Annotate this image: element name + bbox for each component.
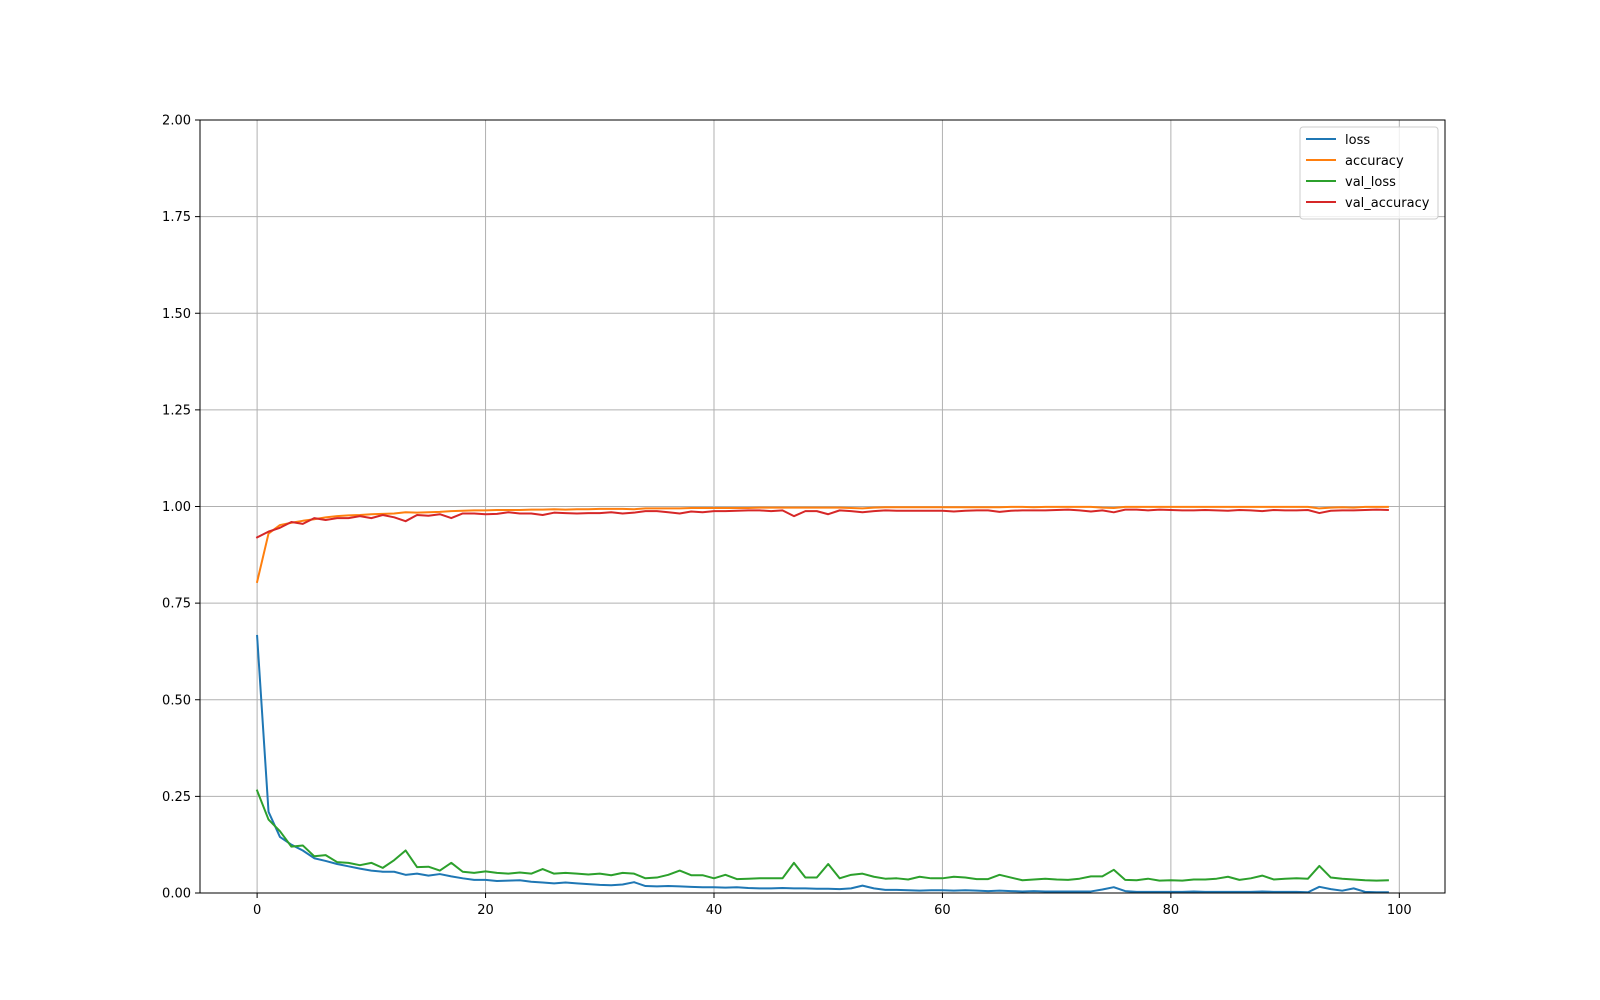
y-tick-label: 2.00 [162,114,191,129]
series-line-accuracy [255,505,1389,584]
y-tick-label: 0.00 [162,887,191,902]
y-tick-label: 1.25 [162,403,191,418]
y-tick-label: 0.75 [162,597,191,612]
x-axis: 0 20 40 60 80 100 [253,893,1412,918]
legend-label: val_loss [1345,175,1396,190]
x-tick-label: 0 [253,903,261,918]
x-tick-label: 100 [1387,903,1412,918]
series-line-val-loss [255,789,1389,882]
legend-box [1299,126,1439,220]
x-tick-label: 40 [706,903,723,918]
y-tick-label: 0.25 [162,790,191,805]
legend-entry-val-accuracy: val_accuracy [1306,196,1430,211]
y-tick-label: 1.75 [162,210,191,225]
legend-entry-val-loss: val_loss [1306,175,1396,190]
legend-entry-loss: loss [1306,133,1370,148]
y-tick-label: 0.50 [162,693,191,708]
y-tick-label: 1.00 [162,500,191,515]
series-layer [255,505,1389,894]
y-axis: 0.00 0.25 0.50 0.75 1.00 1.25 1.50 1.75 2.00 [162,114,200,902]
y-tick-label: 1.50 [162,307,191,322]
x-tick-label: 20 [477,903,494,918]
series-line-loss [256,634,1389,894]
legend: loss accuracy val_loss val_accuracy [1299,126,1439,220]
legend-label: accuracy [1345,154,1404,169]
legend-label: val_accuracy [1345,196,1430,211]
x-tick-label: 80 [1163,903,1180,918]
legend-label: loss [1345,133,1370,148]
legend-entry-accuracy: accuracy [1306,154,1404,169]
series-line-val-accuracy [255,508,1389,539]
x-tick-label: 60 [934,903,951,918]
